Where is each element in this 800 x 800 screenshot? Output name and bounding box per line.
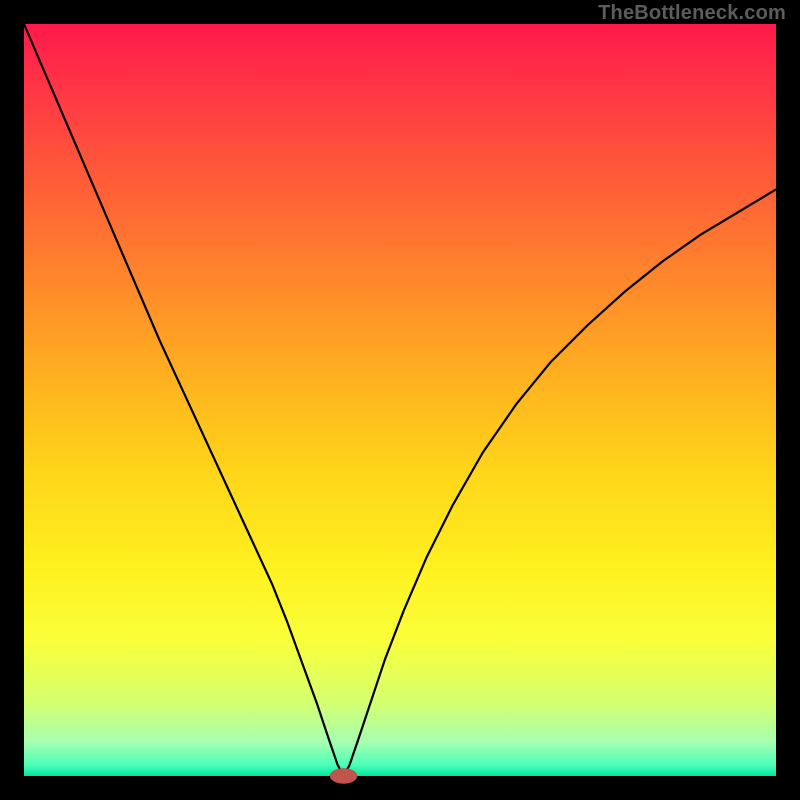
plot-background-gradient [24, 24, 776, 776]
chart-container: TheBottleneck.com [0, 0, 800, 800]
bottleneck-chart [0, 0, 800, 800]
watermark-text: TheBottleneck.com [598, 2, 786, 25]
minimum-marker [330, 768, 357, 783]
